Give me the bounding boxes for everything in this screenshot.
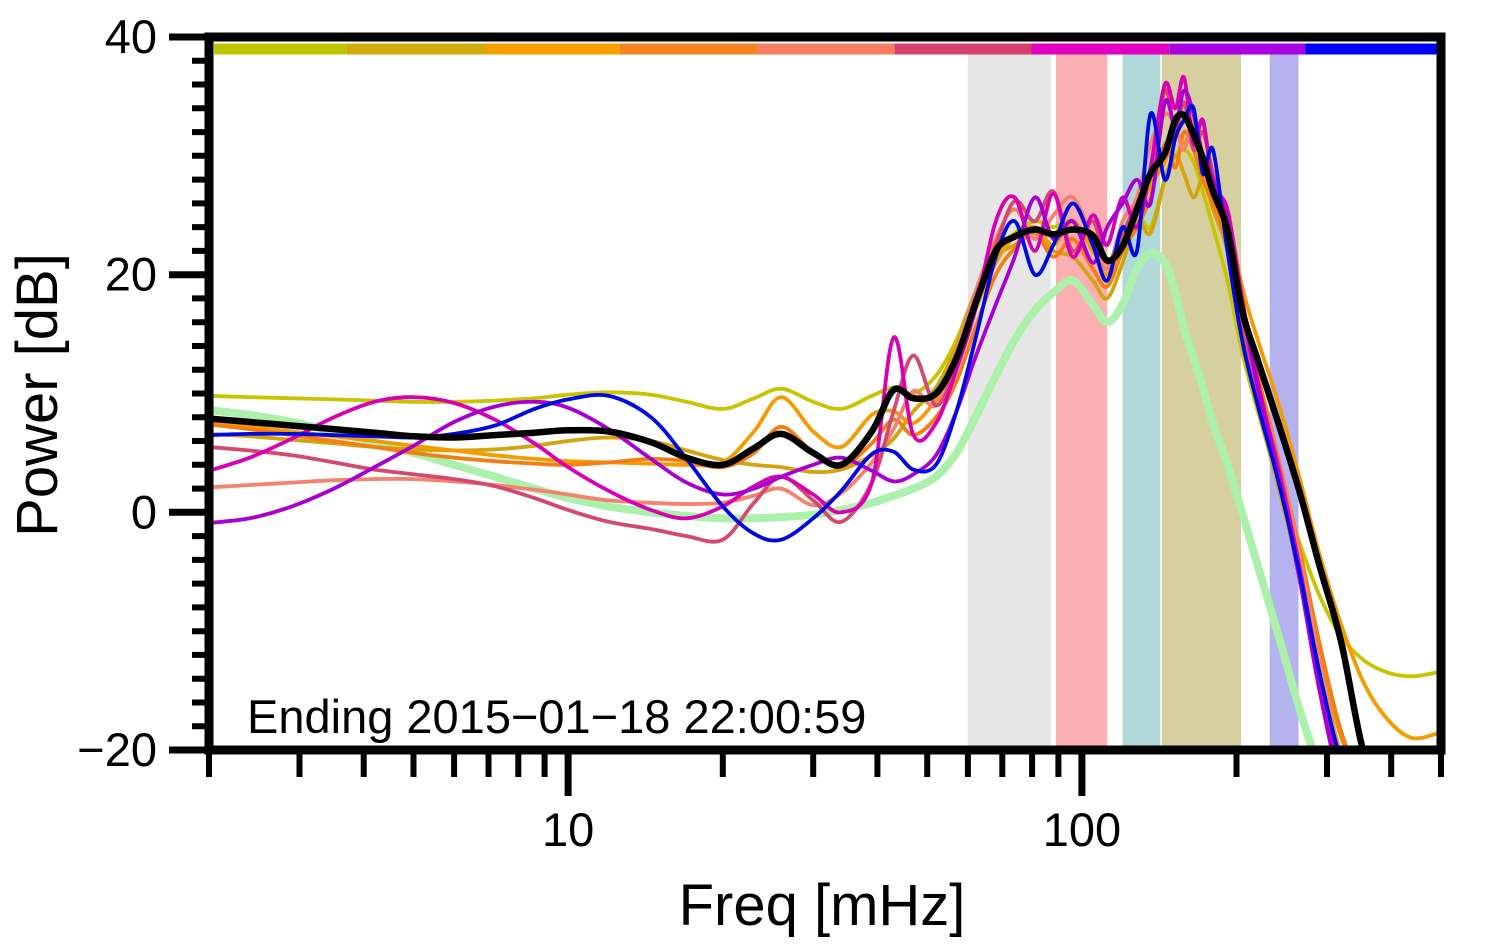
y-tick-label: 0 (131, 485, 157, 538)
colorbar-segment-2 (485, 43, 620, 55)
band-pink (1055, 54, 1108, 746)
y-tick-label: 40 (105, 10, 157, 63)
spectra-series (213, 75, 1438, 750)
series-yellow (213, 147, 1438, 679)
series-blue (213, 103, 1340, 750)
y-axis-title: Power [dB] (5, 253, 70, 537)
axis-ticks (169, 33, 1444, 796)
colorbar-segment-5 (894, 43, 1032, 55)
frequency-bands (967, 54, 1299, 746)
colorbar-segment-3 (619, 43, 758, 55)
annotation-ending-time: Ending 2015−01−18 22:00:59 (247, 690, 866, 743)
series-purple (213, 88, 1334, 750)
top-frequency-colorbar (214, 43, 1438, 55)
y-tick-label: −20 (77, 723, 157, 776)
y-tick-label: 20 (105, 248, 157, 301)
axis-tick-labels: 10 100 40 20 0 −20 (77, 10, 1121, 856)
series-black-mean (213, 110, 1367, 750)
colorbar-segment-6 (1031, 43, 1170, 55)
x-axis-title: Freq [mHz] (679, 873, 966, 938)
colorbar-segment-4 (757, 43, 895, 55)
colorbar-segment-8 (1305, 43, 1438, 55)
colorbar-segment-1 (346, 43, 486, 55)
x-tick-label: 10 (542, 803, 594, 856)
x-tick-label: 100 (1043, 803, 1121, 856)
colorbar-segment-0 (214, 43, 347, 55)
colorbar-segment-7 (1169, 43, 1306, 55)
